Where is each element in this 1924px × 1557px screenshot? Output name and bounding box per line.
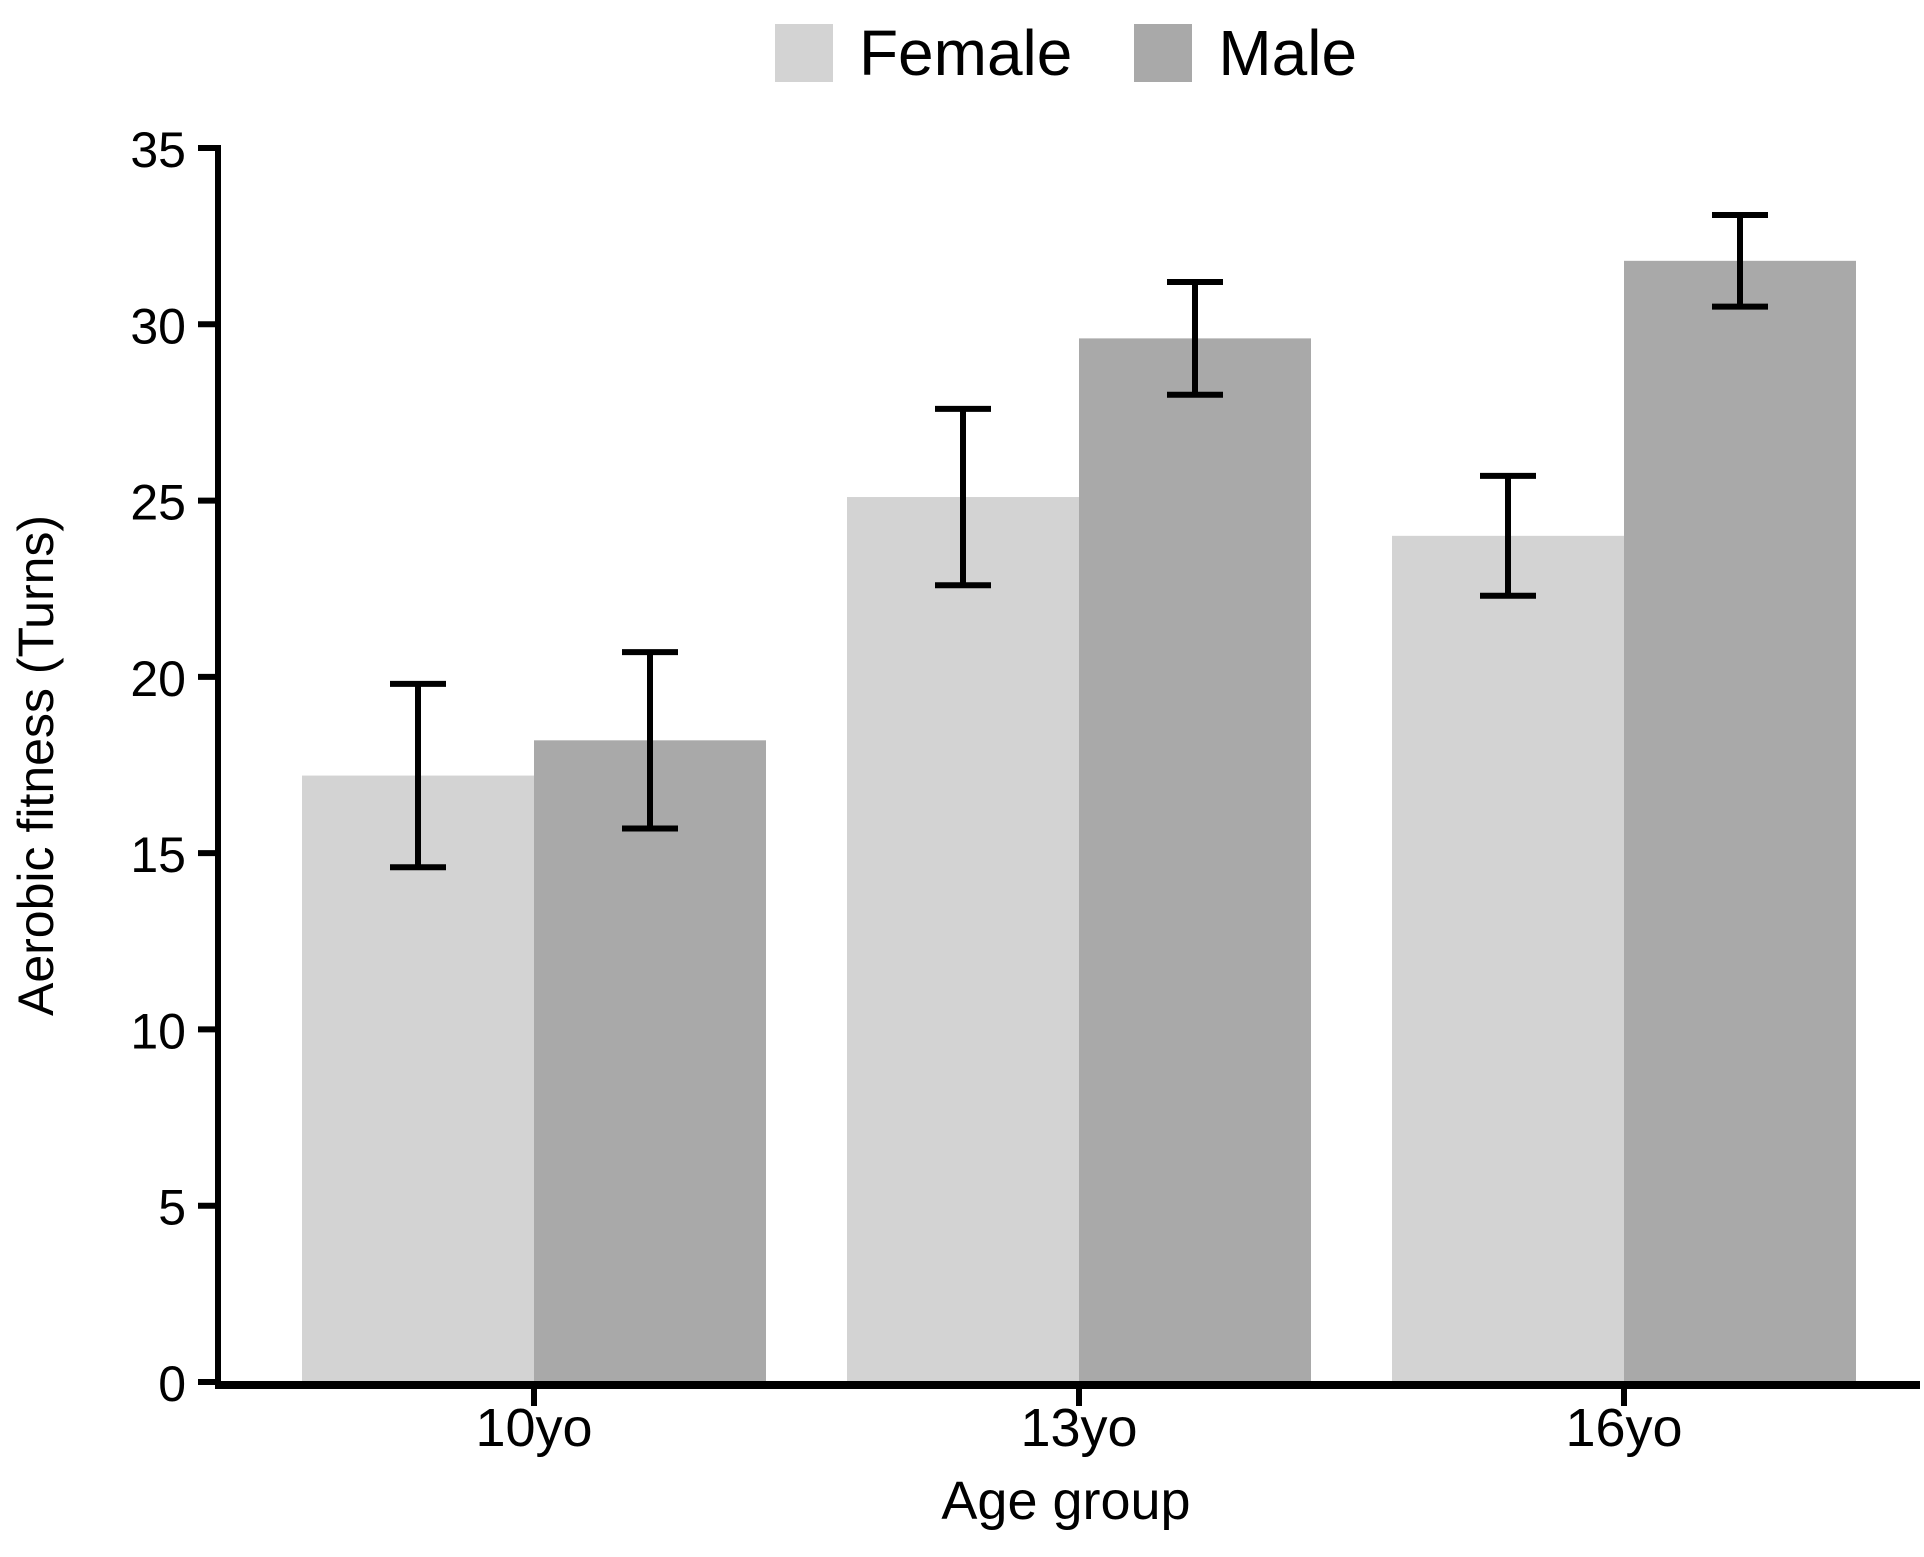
y-tick-label-15: 15 [130, 827, 186, 883]
y-tick-label-10: 10 [130, 1003, 186, 1059]
legend-label-female: Female [858, 17, 1073, 89]
bar-female-16yo [1392, 535, 1624, 1382]
y-tick-label-25: 25 [130, 475, 186, 531]
y-tick-label-20: 20 [130, 651, 186, 707]
legend-swatch-male-icon [1134, 24, 1193, 82]
y-tick-label-30: 30 [130, 298, 186, 354]
x-tick-label-10yo: 10yo [475, 1398, 592, 1458]
x-tick-label-13yo: 13yo [1020, 1398, 1137, 1458]
x-axis-title: Age group [941, 1471, 1191, 1531]
chart-legend: Female Male [218, 16, 1914, 90]
bar-male-13yo [1079, 338, 1311, 1383]
y-tick-label-35: 35 [130, 122, 186, 178]
x-tick-label-16yo: 16yo [1565, 1398, 1682, 1458]
bar-female-10yo [302, 775, 534, 1382]
legend-swatch-female-icon [774, 24, 833, 82]
bar-male-10yo [534, 740, 766, 1382]
legend-item-female: Female [774, 17, 1073, 89]
y-tick-label-5: 5 [158, 1180, 186, 1236]
bar-female-13yo [847, 497, 1079, 1382]
legend-item-male: Male [1134, 21, 1357, 85]
legend-label-male: Male [1218, 17, 1358, 89]
bar-male-16yo [1624, 260, 1856, 1382]
y-tick-label-0: 0 [158, 1356, 186, 1412]
